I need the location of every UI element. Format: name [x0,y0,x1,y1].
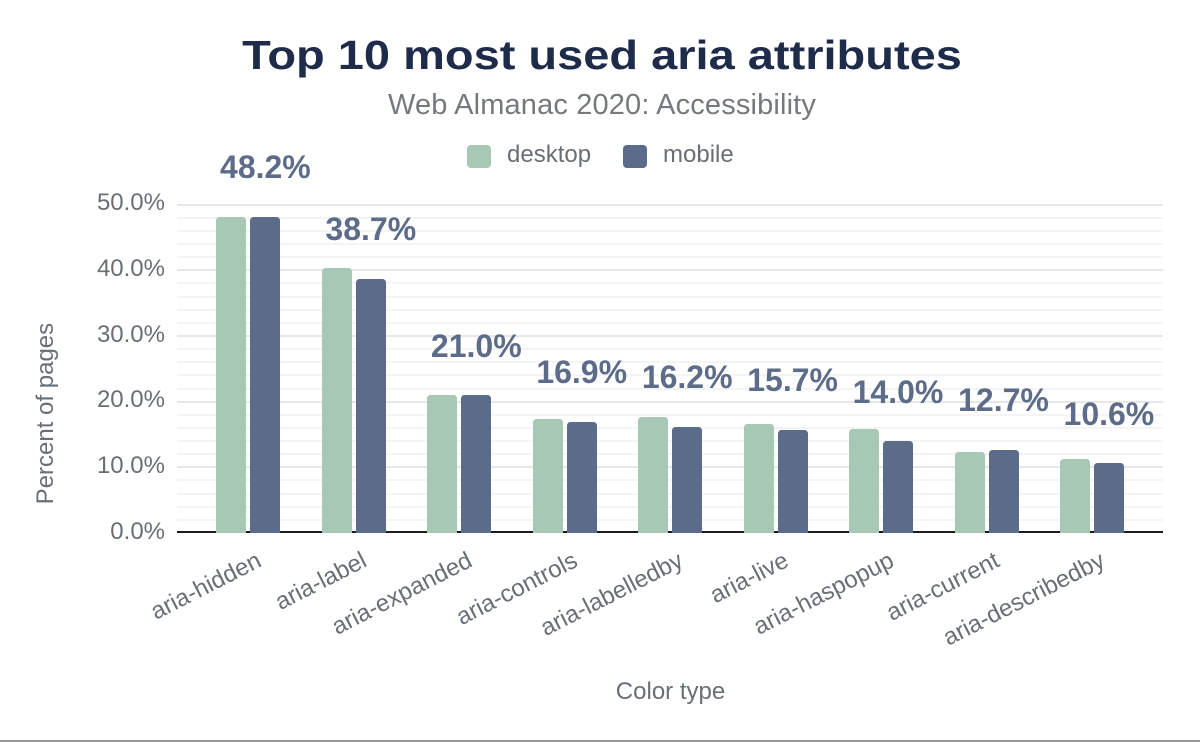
svg-text:aria-hidden: aria-hidden [146,547,265,626]
svg-text:aria-live: aria-live [706,547,793,609]
svg-text:Percent of pages: Percent of pages [32,323,59,504]
